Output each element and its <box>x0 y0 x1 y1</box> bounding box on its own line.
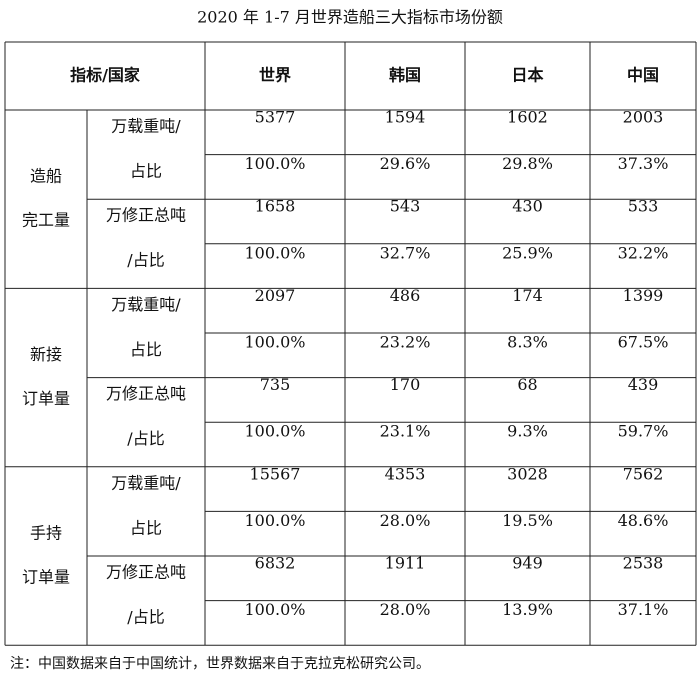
cell: 1602 <box>507 108 548 127</box>
cell: 7562 <box>623 464 664 483</box>
note: 注：中国数据来自于中国统计，世界数据来自于克拉克松研究公司。 <box>10 656 430 672</box>
cell: 2538 <box>623 554 664 573</box>
group-label: 订单量 <box>22 389 70 408</box>
group-label: 完工量 <box>22 211 70 230</box>
cell: 543 <box>390 197 421 216</box>
unit-label: 占比 <box>130 162 162 181</box>
unit-label: 万载重吨/ <box>111 117 181 136</box>
cell: 170 <box>390 375 421 394</box>
cell: 68 <box>517 375 537 394</box>
cell: 25.9% <box>502 243 553 262</box>
cell: 100.0% <box>244 154 305 173</box>
group-label: 订单量 <box>22 568 70 587</box>
cell: 1658 <box>255 197 296 216</box>
title: 2020 年 1-7 月世界造船三大指标市场份额 <box>197 8 503 27</box>
group-label: 造船 <box>30 167 62 186</box>
cell: 9.3% <box>507 422 548 441</box>
header-cell: 韩国 <box>389 66 421 85</box>
cell: 32.7% <box>380 243 431 262</box>
cell: 13.9% <box>502 600 553 619</box>
cell: 949 <box>512 554 543 573</box>
cell: 4353 <box>385 464 426 483</box>
cell: 28.0% <box>380 600 431 619</box>
cell: 23.1% <box>380 422 431 441</box>
cell: 29.8% <box>502 154 553 173</box>
cell: 8.3% <box>507 333 548 352</box>
cell: 32.2% <box>618 243 669 262</box>
cell: 29.6% <box>380 154 431 173</box>
cell: 5377 <box>255 108 296 127</box>
cell: 59.7% <box>618 422 669 441</box>
unit-label: 万修正总吨 <box>106 206 186 225</box>
cell: 37.1% <box>618 600 669 619</box>
group-label: 手持 <box>30 524 62 543</box>
cell: 28.0% <box>380 511 431 530</box>
unit-label: 万修正总吨 <box>106 384 186 403</box>
cell: 48.6% <box>618 511 669 530</box>
header-cell: 中国 <box>627 66 659 85</box>
header-cell: 指标/国家 <box>70 66 141 85</box>
unit-label: /占比 <box>127 608 164 627</box>
cell: 100.0% <box>244 422 305 441</box>
cell: 430 <box>512 197 543 216</box>
cell: 1594 <box>385 108 426 127</box>
unit-label: /占比 <box>127 251 164 270</box>
cell: 23.2% <box>380 333 431 352</box>
cell: 735 <box>260 375 291 394</box>
cell: 2003 <box>623 108 664 127</box>
cell: 67.5% <box>618 333 669 352</box>
cell: 1911 <box>385 554 426 573</box>
unit-label: 占比 <box>130 340 162 359</box>
cell: 100.0% <box>244 243 305 262</box>
unit-label: /占比 <box>127 429 164 448</box>
cell: 174 <box>512 286 543 305</box>
header-cell: 世界 <box>259 66 291 85</box>
cell: 1399 <box>623 286 664 305</box>
cell: 100.0% <box>244 333 305 352</box>
cell: 533 <box>628 197 659 216</box>
unit-label: 万载重吨/ <box>111 295 181 314</box>
unit-label: 万修正总吨 <box>106 563 186 582</box>
cell: 2097 <box>255 286 296 305</box>
header-cell: 日本 <box>511 66 543 85</box>
cell: 486 <box>390 286 421 305</box>
cell: 439 <box>628 375 659 394</box>
cell: 37.3% <box>618 154 669 173</box>
unit-label: 占比 <box>130 518 162 537</box>
cell: 100.0% <box>244 600 305 619</box>
cell: 100.0% <box>244 511 305 530</box>
cell: 6832 <box>255 554 296 573</box>
cell: 15567 <box>250 464 301 483</box>
cell: 3028 <box>507 464 548 483</box>
group-label: 新接 <box>30 345 62 364</box>
unit-label: 万载重吨/ <box>111 473 181 492</box>
cell: 19.5% <box>502 511 553 530</box>
